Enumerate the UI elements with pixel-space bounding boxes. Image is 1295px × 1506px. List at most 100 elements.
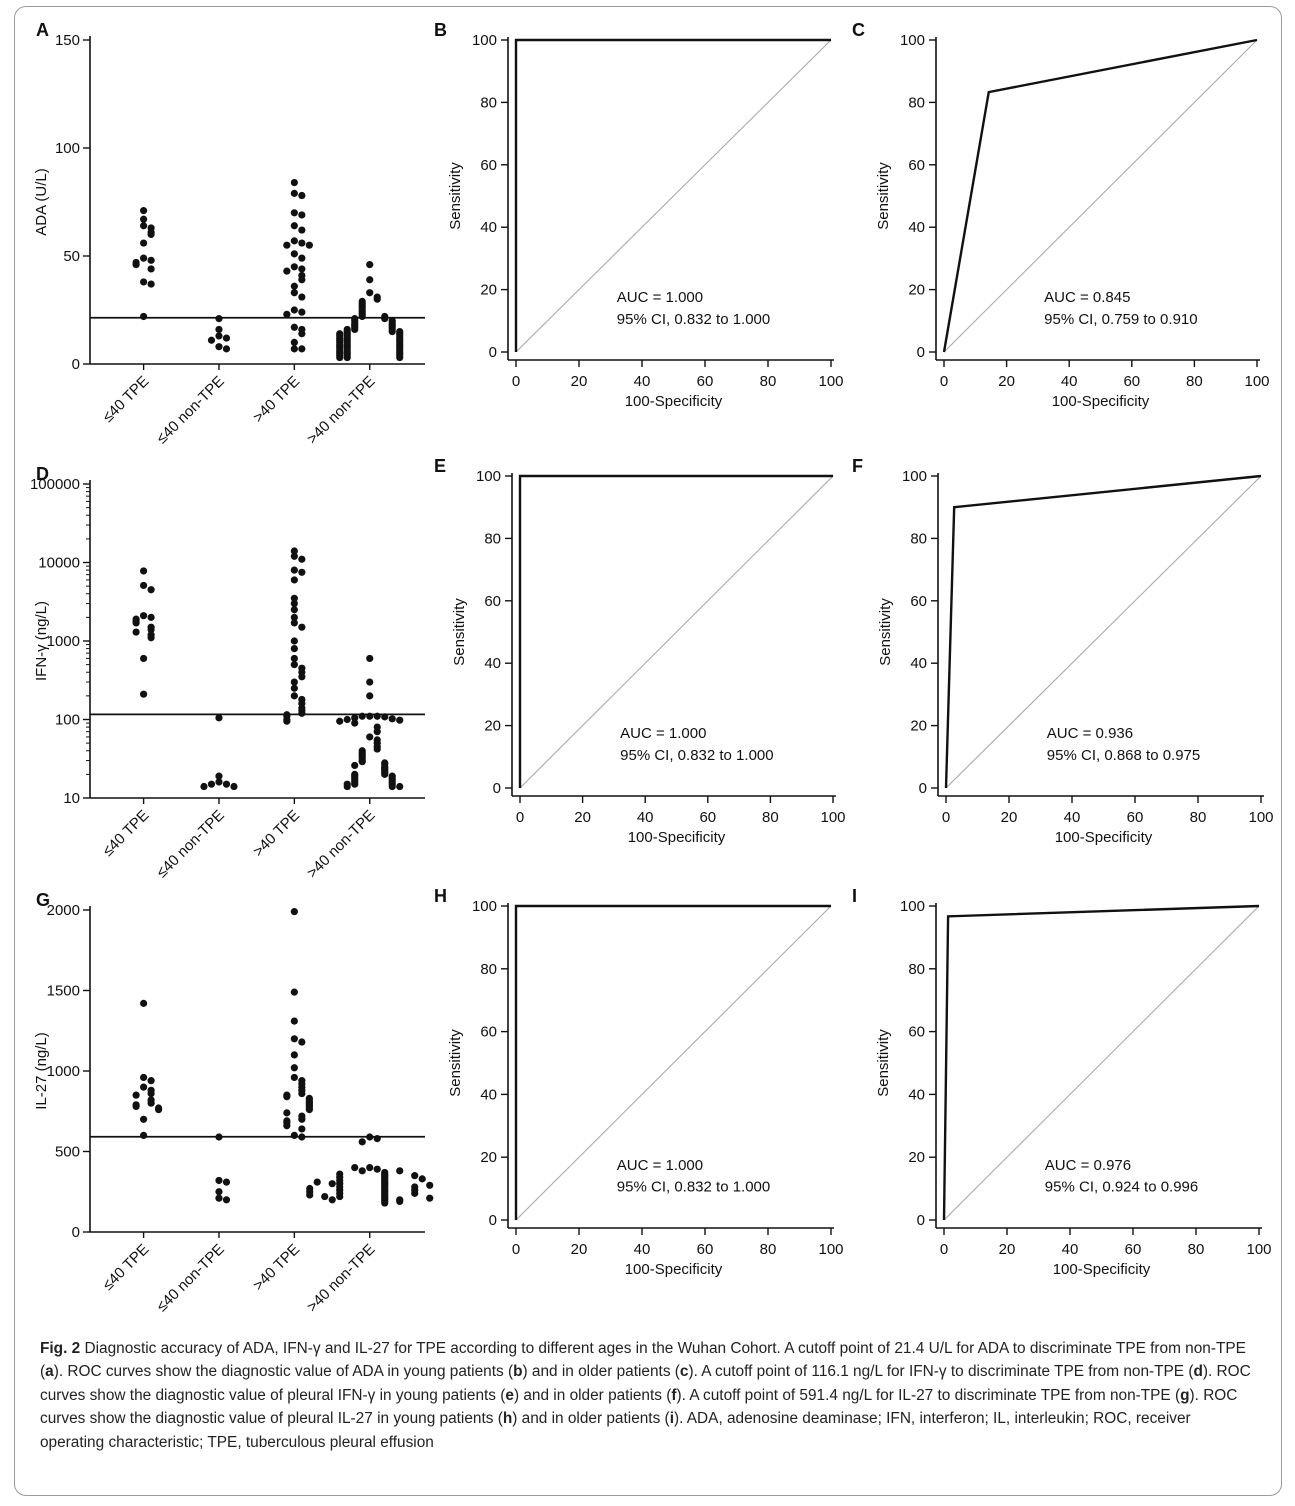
data-point-g-0-0 [140, 999, 148, 1007]
panel-letter-a: A [36, 20, 49, 40]
data-point-g-0-1 [140, 1073, 148, 1082]
y-tick-label-e-0: 0 [493, 780, 501, 797]
caption-panel-ref: a [45, 1363, 54, 1381]
data-point-g-2-7 [290, 1073, 298, 1082]
data-point-a-2-1 [290, 189, 298, 197]
reference-diagonal-f [945, 475, 1262, 789]
x-tick-label-g-0: ≤40 TPE [99, 1241, 152, 1294]
data-point-g-2-29 [298, 1125, 306, 1133]
y-axis-label-b: Sensitivity [447, 162, 464, 230]
x-tick-label-h-2: 40 [634, 1241, 651, 1258]
data-point-d-2-10 [290, 619, 298, 627]
y-tick-label-g-2: 1000 [47, 1063, 80, 1080]
data-point-d-3-11 [336, 717, 344, 725]
data-point-a-2-22 [298, 308, 306, 316]
data-point-d-3-7 [351, 714, 359, 722]
data-point-a-0-1 [140, 215, 148, 223]
ci-label-h: 95% CI, 0.832 to 1.000 [617, 1179, 770, 1196]
x-tick-label-d-1: ≤40 non-TPE [153, 807, 227, 881]
x-tick-label-i-5: 100 [1246, 1241, 1271, 1258]
data-point-g-0-14 [140, 1131, 148, 1139]
reference-diagonal-h [515, 905, 832, 1221]
data-point-g-3-44 [411, 1172, 419, 1180]
x-tick-label-c-5: 100 [1244, 373, 1269, 390]
y-tick-label-d-0: 10 [63, 790, 80, 807]
y-tick-label-i-5: 100 [900, 898, 925, 915]
x-tick-label-e-4: 80 [762, 809, 779, 826]
data-point-g-3-37 [396, 1197, 404, 1206]
caption-panel-ref: d [1193, 1363, 1203, 1381]
data-point-g-3-41 [411, 1189, 419, 1197]
data-point-g-3-25 [381, 1199, 389, 1207]
data-point-g-3-46 [313, 1178, 321, 1186]
x-tick-label-c-0: 0 [940, 373, 948, 390]
y-tick-label-f-1: 20 [910, 718, 927, 735]
data-point-d-2-20 [290, 684, 298, 692]
data-point-a-3-12 [358, 312, 366, 321]
data-point-g-0-5 [147, 1089, 155, 1098]
data-point-d-3-26 [358, 758, 366, 766]
data-point-d-3-15 [366, 733, 374, 741]
data-point-d-1-0 [215, 714, 223, 722]
x-tick-label-b-2: 40 [634, 373, 651, 390]
caption-text: Diagnostic accuracy of ADA, IFN-γ and IL… [40, 1340, 1246, 1381]
caption-panel-ref: c [679, 1363, 689, 1381]
caption-panel-ref: i [669, 1410, 674, 1428]
x-tick-label-e-2: 40 [637, 809, 654, 826]
y-tick-label-b-1: 20 [480, 282, 497, 299]
y-tick-label-i-2: 40 [908, 1086, 925, 1103]
data-point-d-1-1 [215, 772, 223, 780]
y-axis-label-c: Sensitivity [875, 162, 892, 230]
roc-curve-c [942, 38, 1258, 353]
data-point-a-2-7 [290, 237, 298, 245]
data-point-a-3-63 [343, 353, 351, 362]
data-point-d-3-50 [396, 782, 404, 791]
data-point-a-0-11 [147, 265, 155, 273]
data-point-g-3-3 [366, 1164, 374, 1172]
x-tick-label-g-2: >40 TPE [250, 1241, 303, 1294]
x-tick-label-h-4: 80 [760, 1241, 777, 1258]
y-tick-label-h-0: 0 [489, 1212, 497, 1229]
auc-label-h: AUC = 1.000 [617, 1157, 703, 1174]
data-point-a-2-2 [298, 191, 306, 200]
ci-label-b: 95% CI, 0.832 to 1.000 [617, 311, 770, 328]
data-point-d-2-30 [283, 717, 291, 725]
y-tick-label-c-5: 100 [900, 32, 925, 49]
data-point-d-1-2 [215, 778, 223, 786]
y-tick-label-d-1: 100 [55, 712, 80, 729]
x-axis-label-c: 100-Specificity [1052, 393, 1150, 410]
data-point-d-3-14 [373, 728, 381, 736]
data-point-g-3-38 [328, 1180, 336, 1188]
caption-panel-ref: b [513, 1363, 523, 1381]
data-point-g-0-6 [132, 1091, 140, 1099]
data-point-a-1-6 [222, 345, 231, 353]
data-point-a-3-27 [388, 328, 396, 336]
data-point-g-0-13 [140, 1115, 148, 1123]
reference-diagonal-i [943, 905, 1260, 1221]
data-point-g-0-8 [147, 1099, 155, 1107]
data-point-d-2-9 [290, 613, 298, 621]
data-point-a-2-10 [305, 241, 313, 249]
data-point-a-2-3 [290, 209, 298, 217]
x-tick-label-g-1: ≤40 non-TPE [153, 1241, 227, 1315]
data-point-a-2-6 [298, 226, 306, 234]
data-point-d-3-10 [396, 716, 404, 724]
x-axis-label-b: 100-Specificity [625, 393, 723, 410]
y-axis-label-d: IFN-γ (ng/L) [33, 601, 50, 681]
auc-label-c: AUC = 0.845 [1044, 289, 1130, 306]
reference-diagonal-c [943, 39, 1258, 353]
data-point-g-2-31 [298, 1133, 306, 1141]
data-point-g-3-45 [418, 1175, 426, 1183]
data-point-a-2-24 [290, 323, 298, 331]
x-tick-label-b-5: 100 [818, 373, 843, 390]
y-tick-label-c-2: 40 [908, 219, 925, 236]
data-point-g-2-3 [290, 1035, 298, 1043]
data-point-g-2-22 [305, 1106, 313, 1114]
x-tick-label-c-3: 60 [1123, 373, 1140, 390]
caption-text: ) and in older patients ( [512, 1410, 670, 1428]
y-tick-label-h-2: 40 [480, 1086, 497, 1103]
y-tick-label-b-3: 60 [480, 157, 497, 174]
x-axis-label-e: 100-Specificity [628, 829, 726, 846]
x-tick-label-f-2: 40 [1064, 809, 1081, 826]
data-point-a-1-3 [222, 334, 231, 342]
